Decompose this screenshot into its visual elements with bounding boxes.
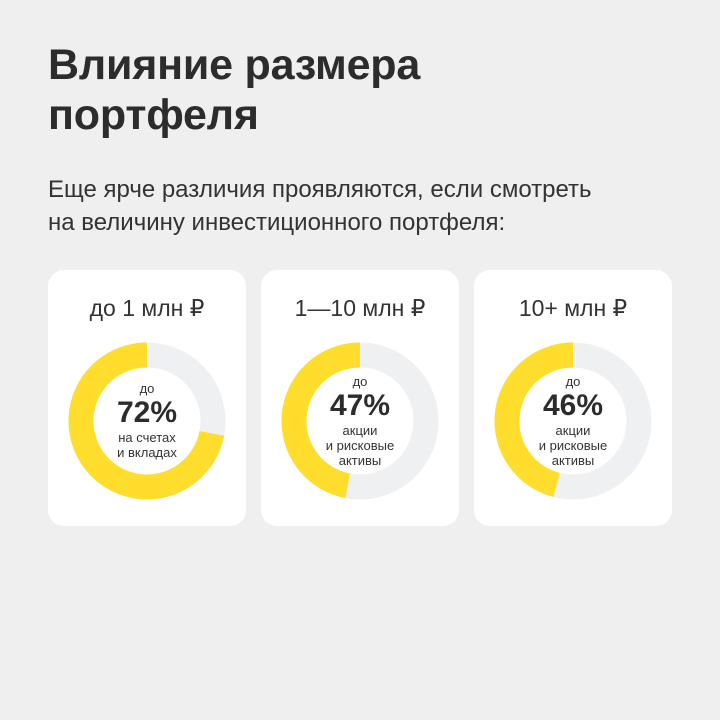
page-subtitle: Еще ярче различия проявляются, если смот…	[48, 173, 592, 239]
donut-center: до 46% акции и рисковые активы	[494, 342, 652, 500]
card-portfolio-under-1m: до 1 млн ₽ до 72% на счетах и вкладах	[48, 270, 246, 526]
value-prefix: до	[352, 373, 368, 389]
card-portfolio-over-10m: 10+ млн ₽ до 46% акции и рисковые активы	[474, 270, 672, 526]
page-title: Влияние размера портфеля	[48, 40, 420, 140]
subtitle-line-2: на величину инвестиционного портфеля:	[48, 209, 506, 236]
value-prefix: до	[139, 381, 155, 396]
value-description: акции и рисковые активы	[538, 422, 608, 468]
card-label: 10+ млн ₽	[518, 295, 628, 321]
donut-chart	[281, 342, 439, 500]
value-description: на счетах и вкладах	[117, 430, 177, 460]
donut-center: до 72% на счетах и вкладах	[68, 342, 226, 500]
donut-value-arc	[494, 342, 574, 498]
percent-value: 47%	[329, 388, 391, 422]
subtitle-line-1: Еще ярче различия проявляются, если смот…	[48, 176, 592, 203]
percent-value: 46%	[542, 388, 604, 422]
card-label: 1—10 млн ₽	[294, 295, 426, 321]
donut-center: до 47% акции и рисковые активы	[281, 342, 439, 500]
title-line-1: Влияние размера	[48, 41, 421, 89]
donut-chart	[68, 342, 226, 500]
card-label: до 1 млн ₽	[89, 295, 205, 321]
donut-value-arc	[281, 342, 361, 499]
donut-value-arc	[68, 342, 225, 500]
value-description: акции и рисковые активы	[325, 422, 395, 468]
value-prefix: до	[565, 373, 581, 389]
percent-value: 72%	[116, 396, 178, 429]
card-portfolio-1-10m: 1—10 млн ₽ до 47% акции и рисковые актив…	[261, 270, 459, 526]
title-line-2: портфеля	[48, 91, 259, 139]
donut-chart	[494, 342, 652, 500]
